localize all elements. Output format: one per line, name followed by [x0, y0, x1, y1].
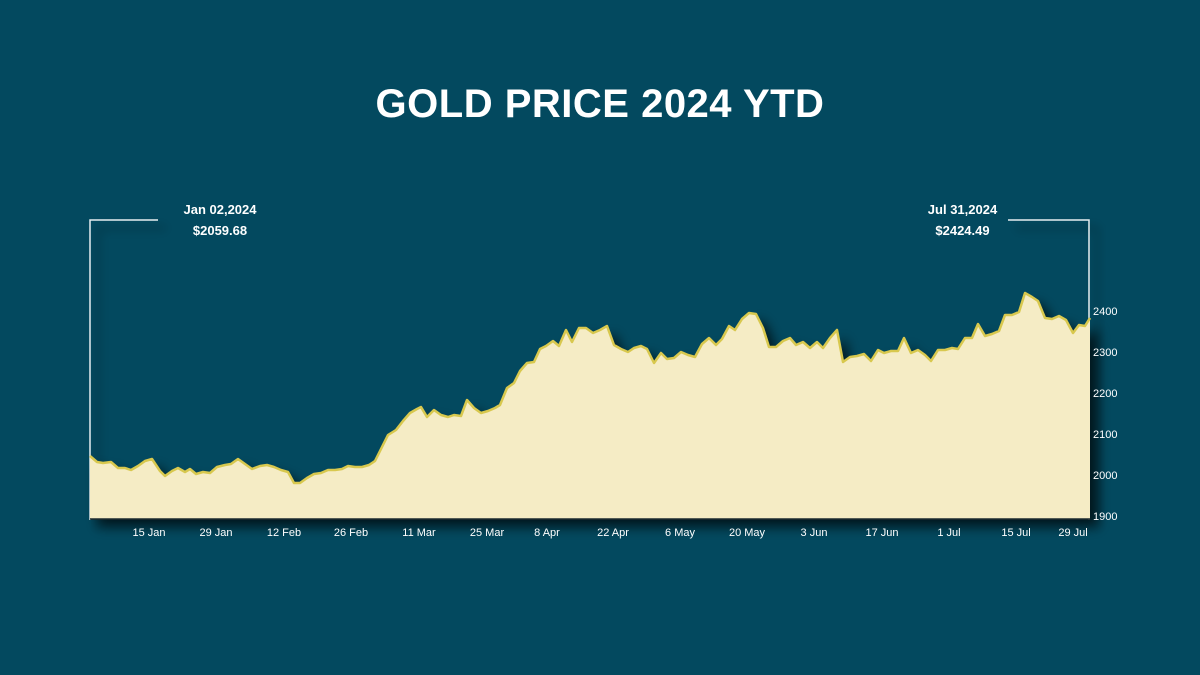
- x-tick: 29 Jul: [1058, 527, 1088, 539]
- x-tick: 22 Apr: [597, 527, 629, 539]
- start-price: $2059.68: [192, 223, 248, 238]
- x-tick: 26 Feb: [333, 527, 369, 539]
- x-tick: 17 Jun: [865, 527, 899, 539]
- y-tick: 2400: [1093, 306, 1118, 318]
- price-line: [89, 291, 1092, 485]
- y-tick: 2300: [1093, 347, 1118, 359]
- x-tick: 6 May: [665, 527, 695, 539]
- y-tick: 2200: [1093, 388, 1118, 400]
- y-tick: 2100: [1093, 429, 1118, 441]
- x-tick: 29 Jan: [199, 527, 233, 539]
- x-tick: 8 Apr: [534, 527, 560, 539]
- start-annotation: Jan 02,2024 $2059.68: [160, 199, 280, 241]
- x-tick: 1 Jul: [937, 527, 961, 539]
- chart-title: GOLD PRICE 2024 YTD: [375, 82, 825, 126]
- start-bracket: [89, 219, 158, 520]
- x-tick: 12 Feb: [266, 527, 302, 539]
- price-area: [90, 293, 1090, 519]
- x-tick: 3 Jun: [800, 527, 828, 539]
- x-tick: 11 Mar: [402, 527, 436, 539]
- start-date: Jan 02,2024: [183, 202, 257, 217]
- x-tick: 25 Mar: [469, 527, 505, 539]
- x-tick: 15 Jan: [132, 527, 166, 539]
- y-tick: 1900: [1093, 511, 1118, 523]
- y-tick: 2000: [1093, 470, 1118, 482]
- end-date: Jul 31,2024: [927, 202, 998, 217]
- end-price: $2424.49: [935, 223, 990, 238]
- x-tick: 20 May: [728, 527, 766, 539]
- x-tick: 15 Jul: [1001, 527, 1031, 539]
- end-annotation: Jul 31,2024 $2424.49: [915, 199, 1010, 241]
